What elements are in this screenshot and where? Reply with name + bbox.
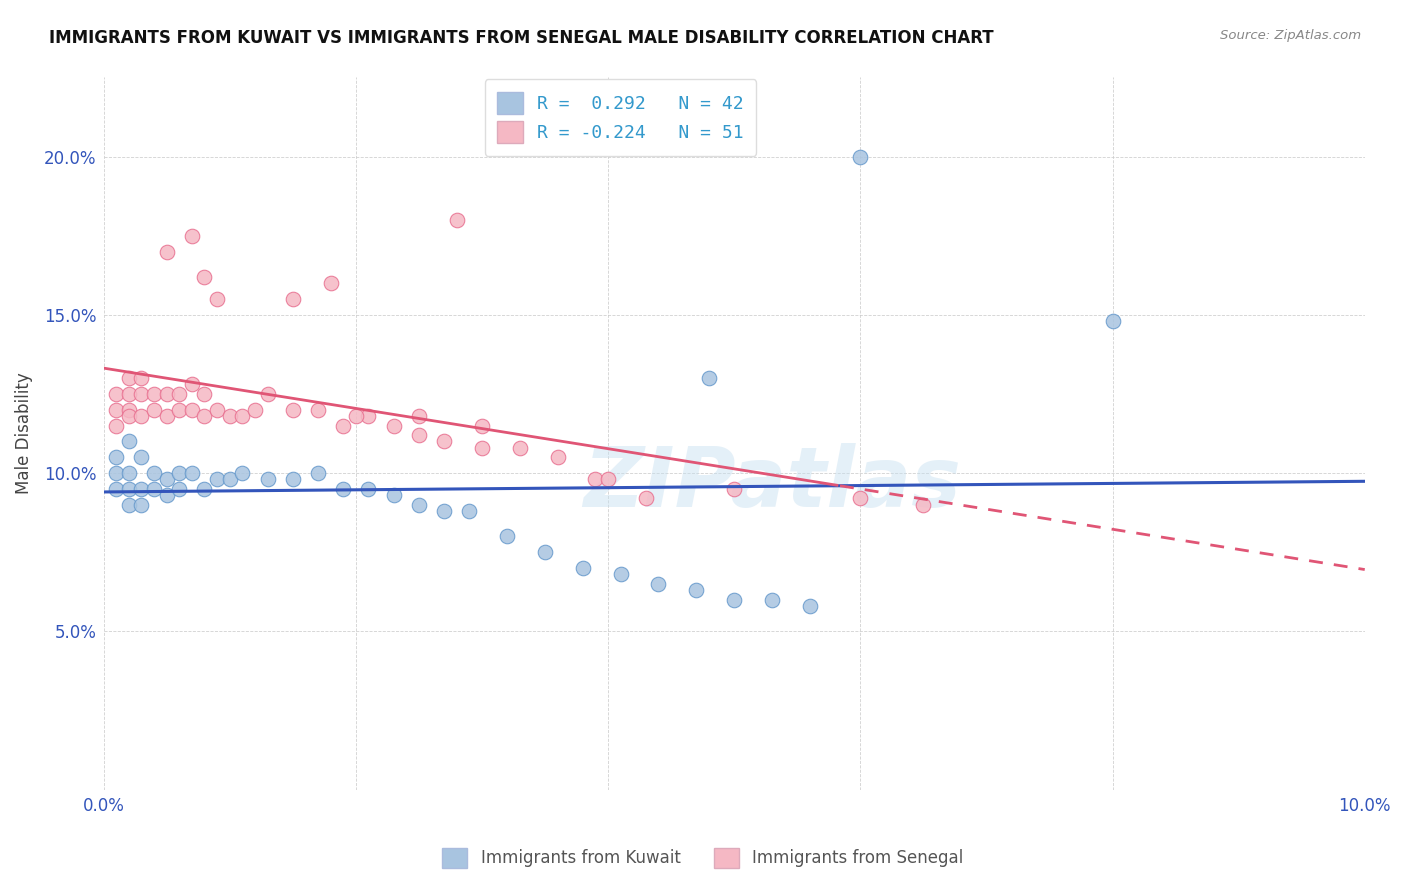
Point bbox=[167, 466, 190, 480]
Point bbox=[218, 472, 240, 486]
Point bbox=[471, 441, 494, 455]
Point bbox=[446, 212, 468, 227]
Point bbox=[849, 491, 872, 506]
Point bbox=[131, 387, 153, 401]
Point bbox=[344, 409, 367, 424]
Point bbox=[583, 472, 606, 486]
Point bbox=[105, 450, 128, 465]
Text: ZIPatlas: ZIPatlas bbox=[583, 443, 960, 524]
Point bbox=[105, 387, 128, 401]
Point bbox=[143, 402, 166, 417]
Point bbox=[105, 466, 128, 480]
Point bbox=[118, 466, 141, 480]
Point bbox=[849, 150, 872, 164]
Text: IMMIGRANTS FROM KUWAIT VS IMMIGRANTS FROM SENEGAL MALE DISABILITY CORRELATION CH: IMMIGRANTS FROM KUWAIT VS IMMIGRANTS FRO… bbox=[49, 29, 994, 46]
Point bbox=[105, 418, 128, 433]
Point bbox=[118, 387, 141, 401]
Point bbox=[281, 292, 304, 306]
Point bbox=[647, 577, 669, 591]
Point bbox=[685, 583, 707, 598]
Point bbox=[319, 276, 342, 290]
Point bbox=[205, 402, 228, 417]
Point bbox=[180, 402, 202, 417]
Point bbox=[143, 482, 166, 496]
Point bbox=[912, 498, 935, 512]
Legend: R =  0.292   N = 42, R = -0.224   N = 51: R = 0.292 N = 42, R = -0.224 N = 51 bbox=[485, 79, 756, 156]
Point bbox=[634, 491, 657, 506]
Point bbox=[408, 498, 430, 512]
Point bbox=[118, 498, 141, 512]
Point bbox=[471, 418, 494, 433]
Point bbox=[458, 504, 481, 518]
Point bbox=[231, 466, 253, 480]
Point bbox=[572, 561, 595, 575]
Point bbox=[105, 482, 128, 496]
Point bbox=[332, 418, 354, 433]
Point bbox=[609, 567, 631, 582]
Point bbox=[143, 387, 166, 401]
Point bbox=[761, 592, 783, 607]
Point bbox=[131, 409, 153, 424]
Point bbox=[205, 472, 228, 486]
Point bbox=[547, 450, 569, 465]
Point bbox=[357, 409, 380, 424]
Point bbox=[156, 244, 179, 259]
Point bbox=[231, 409, 253, 424]
Point bbox=[131, 482, 153, 496]
Text: Source: ZipAtlas.com: Source: ZipAtlas.com bbox=[1220, 29, 1361, 42]
Point bbox=[799, 599, 821, 613]
Point bbox=[180, 377, 202, 392]
Point bbox=[193, 269, 215, 284]
Point bbox=[118, 371, 141, 385]
Point bbox=[118, 402, 141, 417]
Point bbox=[131, 498, 153, 512]
Point bbox=[433, 434, 456, 449]
Point bbox=[509, 441, 531, 455]
Point bbox=[723, 592, 745, 607]
Point bbox=[118, 482, 141, 496]
Point bbox=[218, 409, 240, 424]
Point bbox=[105, 402, 128, 417]
Point bbox=[307, 466, 329, 480]
Y-axis label: Male Disability: Male Disability bbox=[15, 373, 32, 494]
Point bbox=[281, 472, 304, 486]
Point bbox=[205, 292, 228, 306]
Point bbox=[180, 228, 202, 243]
Point bbox=[723, 482, 745, 496]
Point bbox=[131, 450, 153, 465]
Point bbox=[697, 371, 720, 385]
Point bbox=[256, 472, 278, 486]
Point bbox=[382, 488, 405, 502]
Point bbox=[332, 482, 354, 496]
Point bbox=[167, 402, 190, 417]
Point bbox=[496, 529, 519, 543]
Point bbox=[118, 434, 141, 449]
Point bbox=[193, 482, 215, 496]
Point bbox=[534, 545, 557, 559]
Point bbox=[193, 409, 215, 424]
Point bbox=[156, 409, 179, 424]
Point bbox=[193, 387, 215, 401]
Point bbox=[156, 387, 179, 401]
Point bbox=[382, 418, 405, 433]
Point bbox=[357, 482, 380, 496]
Point bbox=[156, 488, 179, 502]
Point bbox=[167, 482, 190, 496]
Point bbox=[131, 371, 153, 385]
Legend: Immigrants from Kuwait, Immigrants from Senegal: Immigrants from Kuwait, Immigrants from … bbox=[436, 841, 970, 875]
Point bbox=[180, 466, 202, 480]
Point bbox=[167, 387, 190, 401]
Point bbox=[408, 409, 430, 424]
Point bbox=[118, 409, 141, 424]
Point bbox=[156, 472, 179, 486]
Point bbox=[596, 472, 619, 486]
Point bbox=[408, 428, 430, 442]
Point bbox=[307, 402, 329, 417]
Point bbox=[256, 387, 278, 401]
Point bbox=[1101, 314, 1123, 328]
Point bbox=[143, 466, 166, 480]
Point bbox=[433, 504, 456, 518]
Point bbox=[281, 402, 304, 417]
Point bbox=[243, 402, 266, 417]
